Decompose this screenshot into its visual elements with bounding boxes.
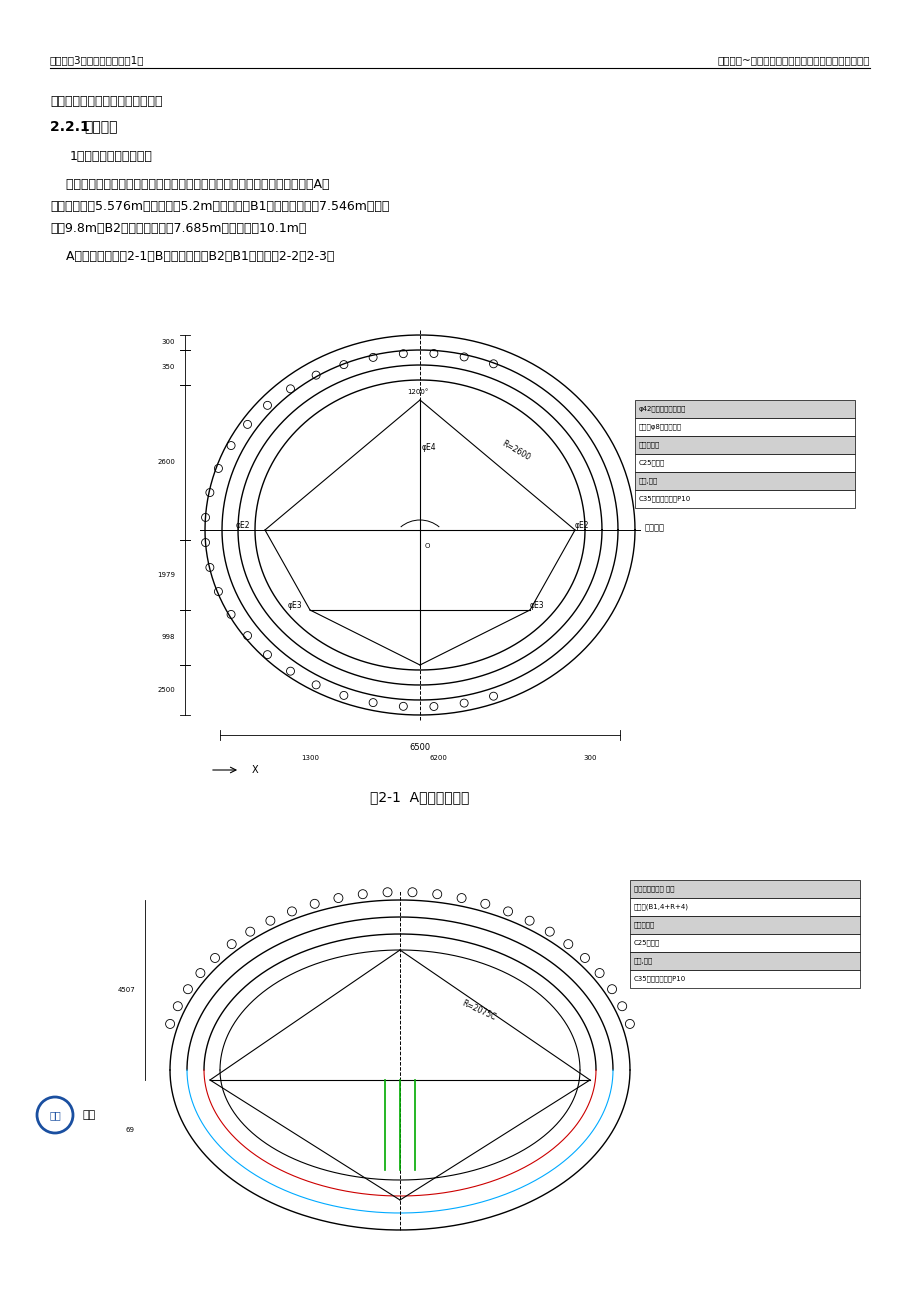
Text: 6200: 6200	[429, 755, 448, 760]
Text: 350: 350	[162, 365, 175, 371]
Text: 钢架，间距: 钢架，间距	[633, 922, 654, 928]
Text: 2500: 2500	[157, 687, 175, 693]
Bar	[630, 952, 859, 970]
Bar	[634, 454, 854, 473]
Text: 69: 69	[126, 1128, 135, 1133]
Text: 成都地铁3号线一期工程土建1标: 成都地铁3号线一期工程土建1标	[50, 55, 144, 65]
Text: 300: 300	[583, 755, 596, 760]
Text: 衬砌内净高为5.576m，内净宽为5.2m；单洞双线B1型衬砌内净高为7.546m，内净: 衬砌内净高为5.576m，内净宽为5.2m；单洞双线B1型衬砌内净高为7.546…	[50, 201, 389, 214]
Text: 南站区间隧道结构平面布置图》。: 南站区间隧道结构平面布置图》。	[50, 95, 163, 108]
Text: C25初喷层: C25初喷层	[633, 940, 660, 947]
Text: 998: 998	[162, 634, 175, 641]
Text: 1200°: 1200°	[407, 389, 428, 395]
Text: 中铁: 中铁	[83, 1111, 96, 1120]
Text: φE2: φE2	[235, 521, 250, 530]
Text: φE4: φE4	[422, 443, 437, 452]
Text: C35防砌板，铜筋P10: C35防砌板，铜筋P10	[639, 496, 690, 503]
Bar	[630, 880, 859, 898]
Text: R=2075C: R=2075C	[460, 999, 496, 1022]
Text: 防水,防排: 防水,防排	[639, 478, 657, 484]
Bar	[630, 970, 859, 988]
Text: 宽为9.8m；B2型衬砌内净高为7.685m，内净宽为10.1m。: 宽为9.8m；B2型衬砌内净高为7.685m，内净宽为10.1m。	[50, 223, 306, 234]
Text: C35防砌板，铜筋P10: C35防砌板，铜筋P10	[633, 975, 686, 982]
Text: A型结构断面见图2-1，B型结构断面（B2、B1型）见图2-2、2-3。: A型结构断面见图2-1，B型结构断面（B2、B1型）见图2-2、2-3。	[50, 250, 334, 263]
Text: 2.2.1: 2.2.1	[50, 120, 95, 134]
Text: 锚杆，φ8钢筋，纵距: 锚杆，φ8钢筋，纵距	[639, 423, 681, 430]
Text: 本区间工程采用马蹄形断面，复合式衬砌结构，单洞单线隧道直线及曲线段A型: 本区间工程采用马蹄形断面，复合式衬砌结构，单洞单线隧道直线及曲线段A型	[50, 178, 329, 191]
Bar	[630, 917, 859, 934]
Text: 钢架，间距: 钢架，间距	[639, 441, 660, 448]
Text: 4507: 4507	[117, 987, 135, 993]
Text: 300: 300	[162, 340, 175, 345]
Text: 防水,防排: 防水,防排	[633, 958, 652, 965]
Text: 1979: 1979	[157, 572, 175, 578]
Bar	[634, 436, 854, 454]
Text: φE3: φE3	[287, 602, 301, 611]
Bar	[630, 898, 859, 917]
Bar	[630, 934, 859, 952]
Text: φE3: φE3	[529, 602, 544, 611]
Text: 图2-1  A型结构断面图: 图2-1 A型结构断面图	[370, 790, 470, 805]
Text: 射流牌标: 射流牌标	[644, 523, 664, 533]
Text: 结构设计: 结构设计	[84, 120, 118, 134]
Text: R=2600: R=2600	[499, 439, 531, 462]
Text: 防水板(B1,4+R+4): 防水板(B1,4+R+4)	[633, 904, 688, 910]
Bar	[634, 400, 854, 418]
Text: 1300: 1300	[301, 755, 319, 760]
Text: φ42超前小导管，纵距: φ42超前小导管，纵距	[639, 406, 686, 413]
Bar	[634, 490, 854, 508]
Text: C25初喷层: C25初喷层	[639, 460, 664, 466]
Text: 2600: 2600	[157, 460, 175, 466]
Text: 钢筋混凝土衬砌 钢架: 钢筋混凝土衬砌 钢架	[633, 885, 674, 892]
Text: 中铁: 中铁	[49, 1111, 61, 1120]
Text: 6500: 6500	[409, 743, 430, 753]
Bar	[634, 418, 854, 436]
Text: X: X	[252, 766, 258, 775]
Text: φE2: φE2	[574, 521, 589, 530]
Text: 设计起点~红牌楼南站区间专项施工组织设计（方案）: 设计起点~红牌楼南站区间专项施工组织设计（方案）	[717, 55, 869, 65]
Text: 1）结构形式及断面设计: 1）结构形式及断面设计	[70, 150, 153, 163]
Bar	[634, 473, 854, 490]
Text: O: O	[425, 543, 430, 549]
